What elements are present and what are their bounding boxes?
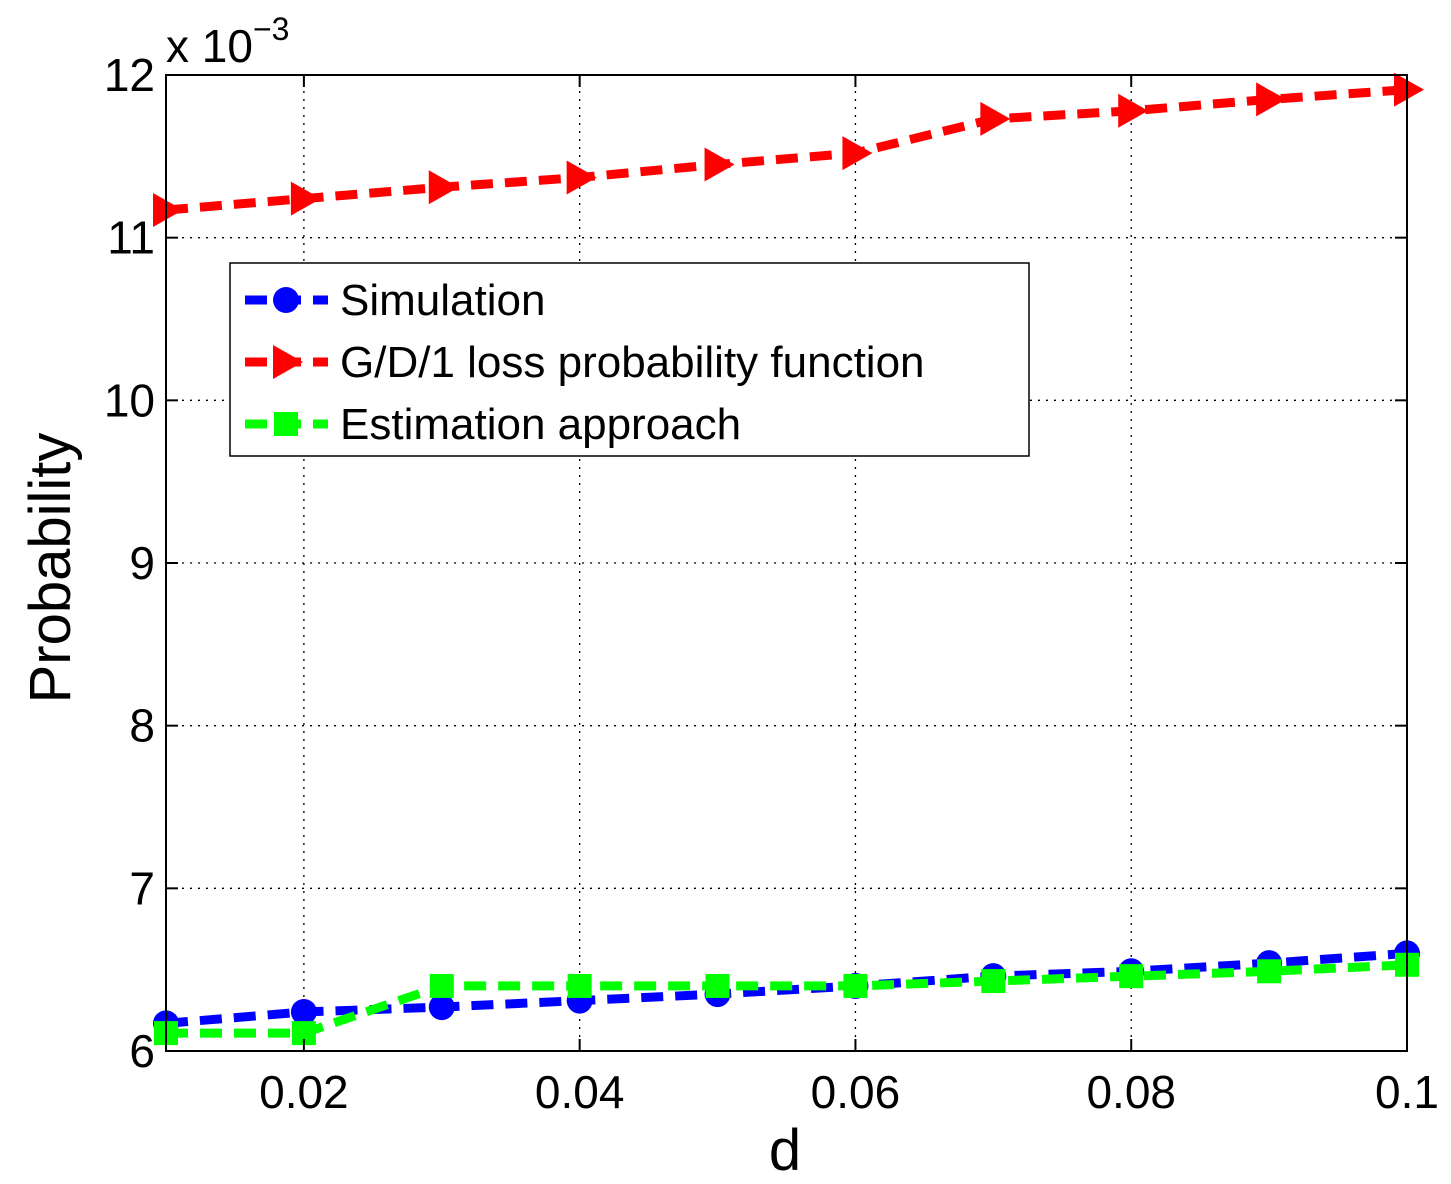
- x-tick-label: 0.08: [1086, 1066, 1176, 1118]
- y-tick-labels: 6 7 8 9 10 11 12: [104, 49, 155, 1077]
- data-point-g-d-1-loss-probability-function: [290, 181, 321, 216]
- x-tick-label: 0.1: [1375, 1066, 1439, 1118]
- y-tick-label: 6: [129, 1025, 155, 1077]
- data-point-g-d-1-loss-probability-function: [566, 160, 597, 195]
- x-tick-label: 0.04: [535, 1066, 625, 1118]
- data-point-estimation-approach: [1257, 959, 1282, 984]
- legend-item: Simulation: [245, 276, 545, 325]
- tick-marks: [166, 74, 1408, 1052]
- data-point-g-d-1-loss-probability-function: [428, 170, 459, 205]
- data-point-simulation: [290, 998, 317, 1025]
- y-axis-exponent: x 10−3: [166, 11, 289, 72]
- x-tick-labels: 0.02 0.04 0.06 0.08 0.1: [259, 1066, 1439, 1118]
- series-estimation-approach: [154, 952, 1419, 1046]
- data-point-estimation-approach: [429, 973, 454, 998]
- y-tick-label: 11: [107, 212, 155, 264]
- y-tick-label: 9: [129, 537, 155, 589]
- legend-label: Simulation: [340, 276, 545, 325]
- legend-swatch-marker: [273, 287, 299, 313]
- data-point-g-d-1-loss-probability-function: [1394, 72, 1424, 107]
- series-line-g-d-1-loss-probability-function: [165, 85, 1408, 215]
- x-tick-label: 0.06: [811, 1066, 901, 1118]
- series-layer: [153, 72, 1424, 1046]
- y-axis-label: Probability: [18, 433, 83, 704]
- data-point-g-d-1-loss-probability-function: [1256, 82, 1287, 117]
- data-point-estimation-approach: [981, 969, 1006, 994]
- series-g-d-1-loss-probability-function: [153, 72, 1424, 228]
- data-point-g-d-1-loss-probability-function: [704, 147, 735, 182]
- x-axis-label: d: [769, 1118, 801, 1183]
- y-tick-label: 7: [129, 862, 155, 914]
- legend-swatch-marker: [274, 412, 298, 436]
- series-line-estimation-approach: [166, 960, 1408, 1038]
- data-point-simulation: [428, 994, 455, 1021]
- data-point-g-d-1-loss-probability-function: [153, 193, 183, 228]
- legend-box: [229, 262, 1030, 457]
- y-tick-label: 8: [129, 700, 155, 752]
- y-tick-label: 12: [104, 49, 155, 101]
- legend: Simulation G/D/1 loss probability functio…: [229, 262, 1030, 457]
- data-point-estimation-approach: [1119, 964, 1144, 989]
- legend-swatch-marker: [273, 345, 303, 379]
- legend-label: Estimation approach: [340, 400, 741, 449]
- data-point-estimation-approach: [705, 973, 730, 998]
- data-point-g-d-1-loss-probability-function: [1118, 93, 1149, 128]
- y-tick-label: 10: [104, 374, 155, 426]
- data-point-g-d-1-loss-probability-function: [980, 101, 1011, 136]
- x-tick-label: 0.02: [259, 1066, 349, 1118]
- data-point-g-d-1-loss-probability-function: [842, 136, 873, 171]
- legend-label: G/D/1 loss probability function: [340, 338, 925, 387]
- data-point-estimation-approach: [843, 973, 868, 998]
- legend-item: Estimation approach: [245, 400, 741, 449]
- legend-item: G/D/1 loss probability function: [245, 338, 925, 387]
- data-point-estimation-approach: [567, 973, 592, 998]
